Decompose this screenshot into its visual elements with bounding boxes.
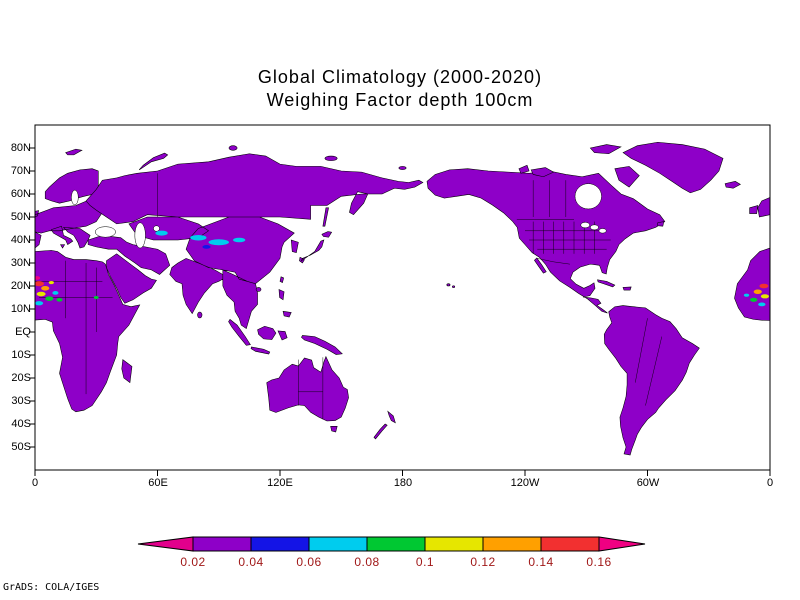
anomaly-patch — [35, 301, 44, 306]
inland-waters — [71, 184, 606, 248]
y-axis-label: 60N — [10, 188, 31, 200]
asia — [86, 154, 423, 329]
colorbar-labels: 0.02 0.04 0.06 0.08 0.1 0.12 0.14 0.16 — [180, 555, 611, 569]
landmasses — [35, 142, 770, 455]
anomaly-patch — [743, 293, 750, 297]
anomaly-patch — [759, 283, 769, 289]
anomaly-patch — [155, 230, 168, 236]
colorbar-label: 0.12 — [470, 555, 495, 569]
colorbar-segment — [482, 536, 542, 552]
x-axis-label: 60W — [636, 477, 660, 489]
colorbar-label: 0.06 — [296, 555, 321, 569]
colorbar-segment — [540, 536, 600, 552]
anomaly-patch — [36, 291, 46, 297]
plot-title: Global Climatology (2000-2020) Weighing … — [0, 66, 800, 112]
plot-title-line1: Global Climatology (2000-2020) — [257, 67, 543, 87]
y-axis-label: 10N — [10, 303, 31, 315]
colorbar-label: 0.08 — [354, 555, 379, 569]
x-axis-label: 0 — [766, 477, 774, 489]
colorbar-label: 0.02 — [180, 555, 205, 569]
y-axis-label: 30N — [10, 257, 31, 269]
black-sea — [95, 227, 115, 238]
anomaly-patch — [758, 302, 766, 307]
colorbar: 0.02 0.04 0.06 0.08 0.1 0.12 0.14 0.16 — [137, 536, 646, 569]
y-axis-label: 10S — [11, 349, 31, 361]
y-axis-ticks — [29, 147, 35, 448]
island-hawaii — [447, 284, 450, 286]
anomaly-patch — [52, 291, 59, 295]
baltic-sea — [71, 190, 78, 205]
island-wrangel — [399, 166, 406, 169]
colorbar-label: 0.14 — [528, 555, 553, 569]
colorbar-label: 0.16 — [586, 555, 611, 569]
anomaly-patches — [35, 230, 769, 307]
anomaly-patch — [753, 289, 762, 295]
anomaly-patch — [760, 294, 769, 299]
anomaly-patch — [48, 280, 54, 285]
y-axis-label: 30S — [11, 395, 31, 407]
greenland — [623, 142, 723, 193]
colorbar-segment — [424, 536, 484, 552]
x-axis-ticks — [34, 470, 771, 476]
colorbar-segment — [192, 536, 252, 552]
island-hainan — [256, 287, 261, 291]
map-plot-area — [35, 142, 770, 455]
x-axis-label: 120E — [267, 477, 293, 489]
map-svg — [29, 124, 771, 476]
island-severnaya-zemlya — [229, 146, 237, 151]
y-axis-label: 40S — [11, 418, 31, 430]
colorbar-below-min-arrow — [137, 536, 194, 552]
oceania — [267, 335, 396, 438]
north-america — [427, 169, 665, 313]
anomaly-patch — [45, 296, 54, 301]
grads-credit: GrADS: COLA/IGES — [3, 582, 100, 593]
y-axis-label: 50N — [10, 211, 31, 223]
anomaly-patch — [190, 234, 207, 241]
anomaly-patch — [208, 239, 229, 246]
anomaly-patch — [56, 297, 63, 302]
colorbar-segment — [366, 536, 426, 552]
islands — [66, 145, 741, 355]
hudson-bay — [575, 184, 602, 209]
y-axis-label: 20N — [10, 280, 31, 292]
y-axis-label: 80N — [10, 142, 31, 154]
island-hawaii — [452, 286, 454, 288]
colorbar-label: 0.04 — [238, 555, 263, 569]
country-borders — [35, 173, 662, 419]
y-axis-label: 50S — [11, 441, 31, 453]
south-america — [604, 306, 699, 456]
anomaly-patch — [233, 237, 246, 243]
y-axis-label: 20S — [11, 372, 31, 384]
great-lakes — [590, 225, 598, 230]
anomaly-patch — [749, 297, 758, 302]
x-axis-label: 120W — [510, 477, 540, 489]
africa — [35, 248, 770, 412]
plot-title-line2: Weighing Factor depth 100cm — [266, 90, 534, 110]
y-axis-label: 70N — [10, 165, 31, 177]
x-axis-label: 60E — [148, 477, 168, 489]
caspian-sea — [135, 223, 146, 248]
anomaly-patch — [41, 286, 50, 291]
y-axis-label: 40N — [10, 234, 31, 246]
anomaly-patch — [35, 276, 41, 280]
colorbar-segment — [250, 536, 310, 552]
island-sri-lanka — [198, 312, 202, 318]
colorbar-label: 0.1 — [416, 555, 434, 569]
colorbar-above-max-arrow — [598, 536, 646, 552]
island-new-siberian — [325, 156, 337, 161]
aral-sea — [153, 226, 159, 232]
europe — [35, 169, 770, 248]
y-axis-label: EQ — [15, 326, 31, 338]
anomaly-patch — [35, 281, 44, 287]
anomaly-patch — [93, 295, 99, 300]
great-lakes — [581, 222, 590, 228]
colorbar-segment — [308, 536, 368, 552]
x-axis-label: 180 — [393, 477, 413, 489]
anomaly-patch — [202, 245, 211, 249]
x-axis-label: 0 — [31, 477, 39, 489]
great-lakes — [599, 229, 606, 234]
